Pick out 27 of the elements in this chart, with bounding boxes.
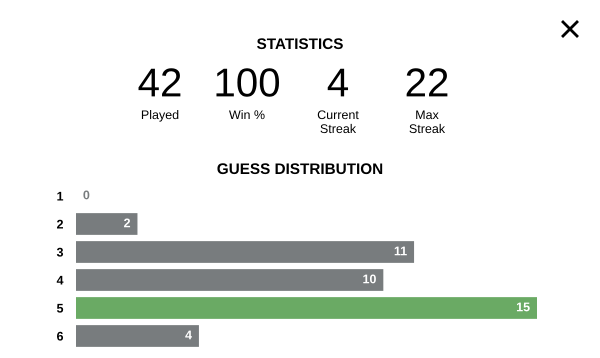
data-label: 4 [185,330,192,340]
bar [76,213,138,235]
bar [76,297,537,319]
bar [76,325,199,347]
y-tick-label: 3 [56,248,64,257]
text: Played [142,110,178,122]
y-tick-label: 4 [56,276,64,285]
chart-title: GUESS DISTRIBUTION [217,163,382,174]
text: 22 [406,68,448,96]
text: 4 [328,68,348,96]
data-label: 0 [83,190,90,200]
data-label: 10 [363,274,376,284]
data-label: 15 [516,302,530,312]
data-label: 2 [124,218,130,228]
y-tick-label: 1 [57,192,64,201]
bar [76,241,414,263]
y-tick-label: 6 [57,332,64,341]
text: Current Streak [318,110,359,134]
text: Max Streak [410,110,446,134]
data-label: 11 [394,246,407,256]
text: STATISTICS [257,38,343,50]
y-tick-label: 5 [56,304,64,313]
y-tick-label: 2 [56,220,63,229]
text: Win % [228,110,265,120]
text: 42 [138,68,180,96]
bar [76,269,384,291]
text: 100 [216,68,280,97]
